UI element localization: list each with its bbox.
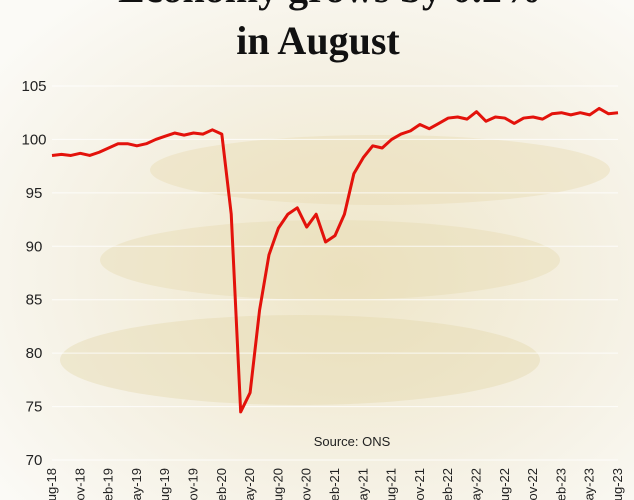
source: Source: ONS bbox=[314, 434, 391, 449]
x-tick-label: Feb-21 bbox=[327, 468, 342, 500]
x-tick-label: Feb-19 bbox=[101, 468, 116, 500]
decoration bbox=[100, 220, 560, 300]
x-tick-label: Nov-19 bbox=[186, 468, 201, 500]
x-tick-label: Nov-22 bbox=[525, 468, 540, 500]
x-tick-label: Feb-20 bbox=[214, 468, 229, 500]
y-tick-label: 80 bbox=[26, 345, 43, 362]
x-tick-label: Nov-18 bbox=[72, 468, 87, 500]
x-tick-label: Aug-21 bbox=[384, 468, 399, 500]
chart-title: in August bbox=[236, 18, 400, 63]
y-tick-label: 100 bbox=[21, 131, 46, 148]
x-tick-label: Aug-20 bbox=[270, 468, 285, 500]
x-tick-label: Feb-22 bbox=[440, 468, 455, 500]
x-tick-label: Nov-21 bbox=[412, 468, 427, 500]
x-tick-label: May-21 bbox=[355, 468, 370, 500]
decoration bbox=[60, 315, 540, 405]
y-tick-label: 85 bbox=[26, 292, 43, 309]
decoration bbox=[150, 135, 610, 205]
x-tick-label: May-22 bbox=[469, 468, 484, 500]
y-tick-label: 95 bbox=[26, 185, 43, 202]
x-tick-label: May-23 bbox=[582, 468, 597, 500]
x-tick-label: May-20 bbox=[242, 468, 257, 500]
data-line bbox=[51, 106, 619, 414]
x-tick-label: Aug-22 bbox=[497, 468, 512, 500]
chart-title: Economy grows by 0.2% bbox=[118, 0, 542, 11]
x-tick-label: Feb-23 bbox=[553, 468, 568, 500]
y-tick-label: 105 bbox=[21, 78, 46, 95]
y-tick-label: 70 bbox=[26, 452, 43, 469]
x-tick-label: Aug-18 bbox=[44, 468, 59, 500]
y-tick-label: 90 bbox=[26, 238, 43, 255]
y-tick-label: 75 bbox=[26, 399, 43, 416]
x-tick-label: Nov-20 bbox=[299, 468, 314, 500]
x-tick-label: May-19 bbox=[129, 468, 144, 500]
x-tick-label: Aug-19 bbox=[157, 468, 172, 500]
x-tick-label: Aug-23 bbox=[610, 468, 625, 500]
